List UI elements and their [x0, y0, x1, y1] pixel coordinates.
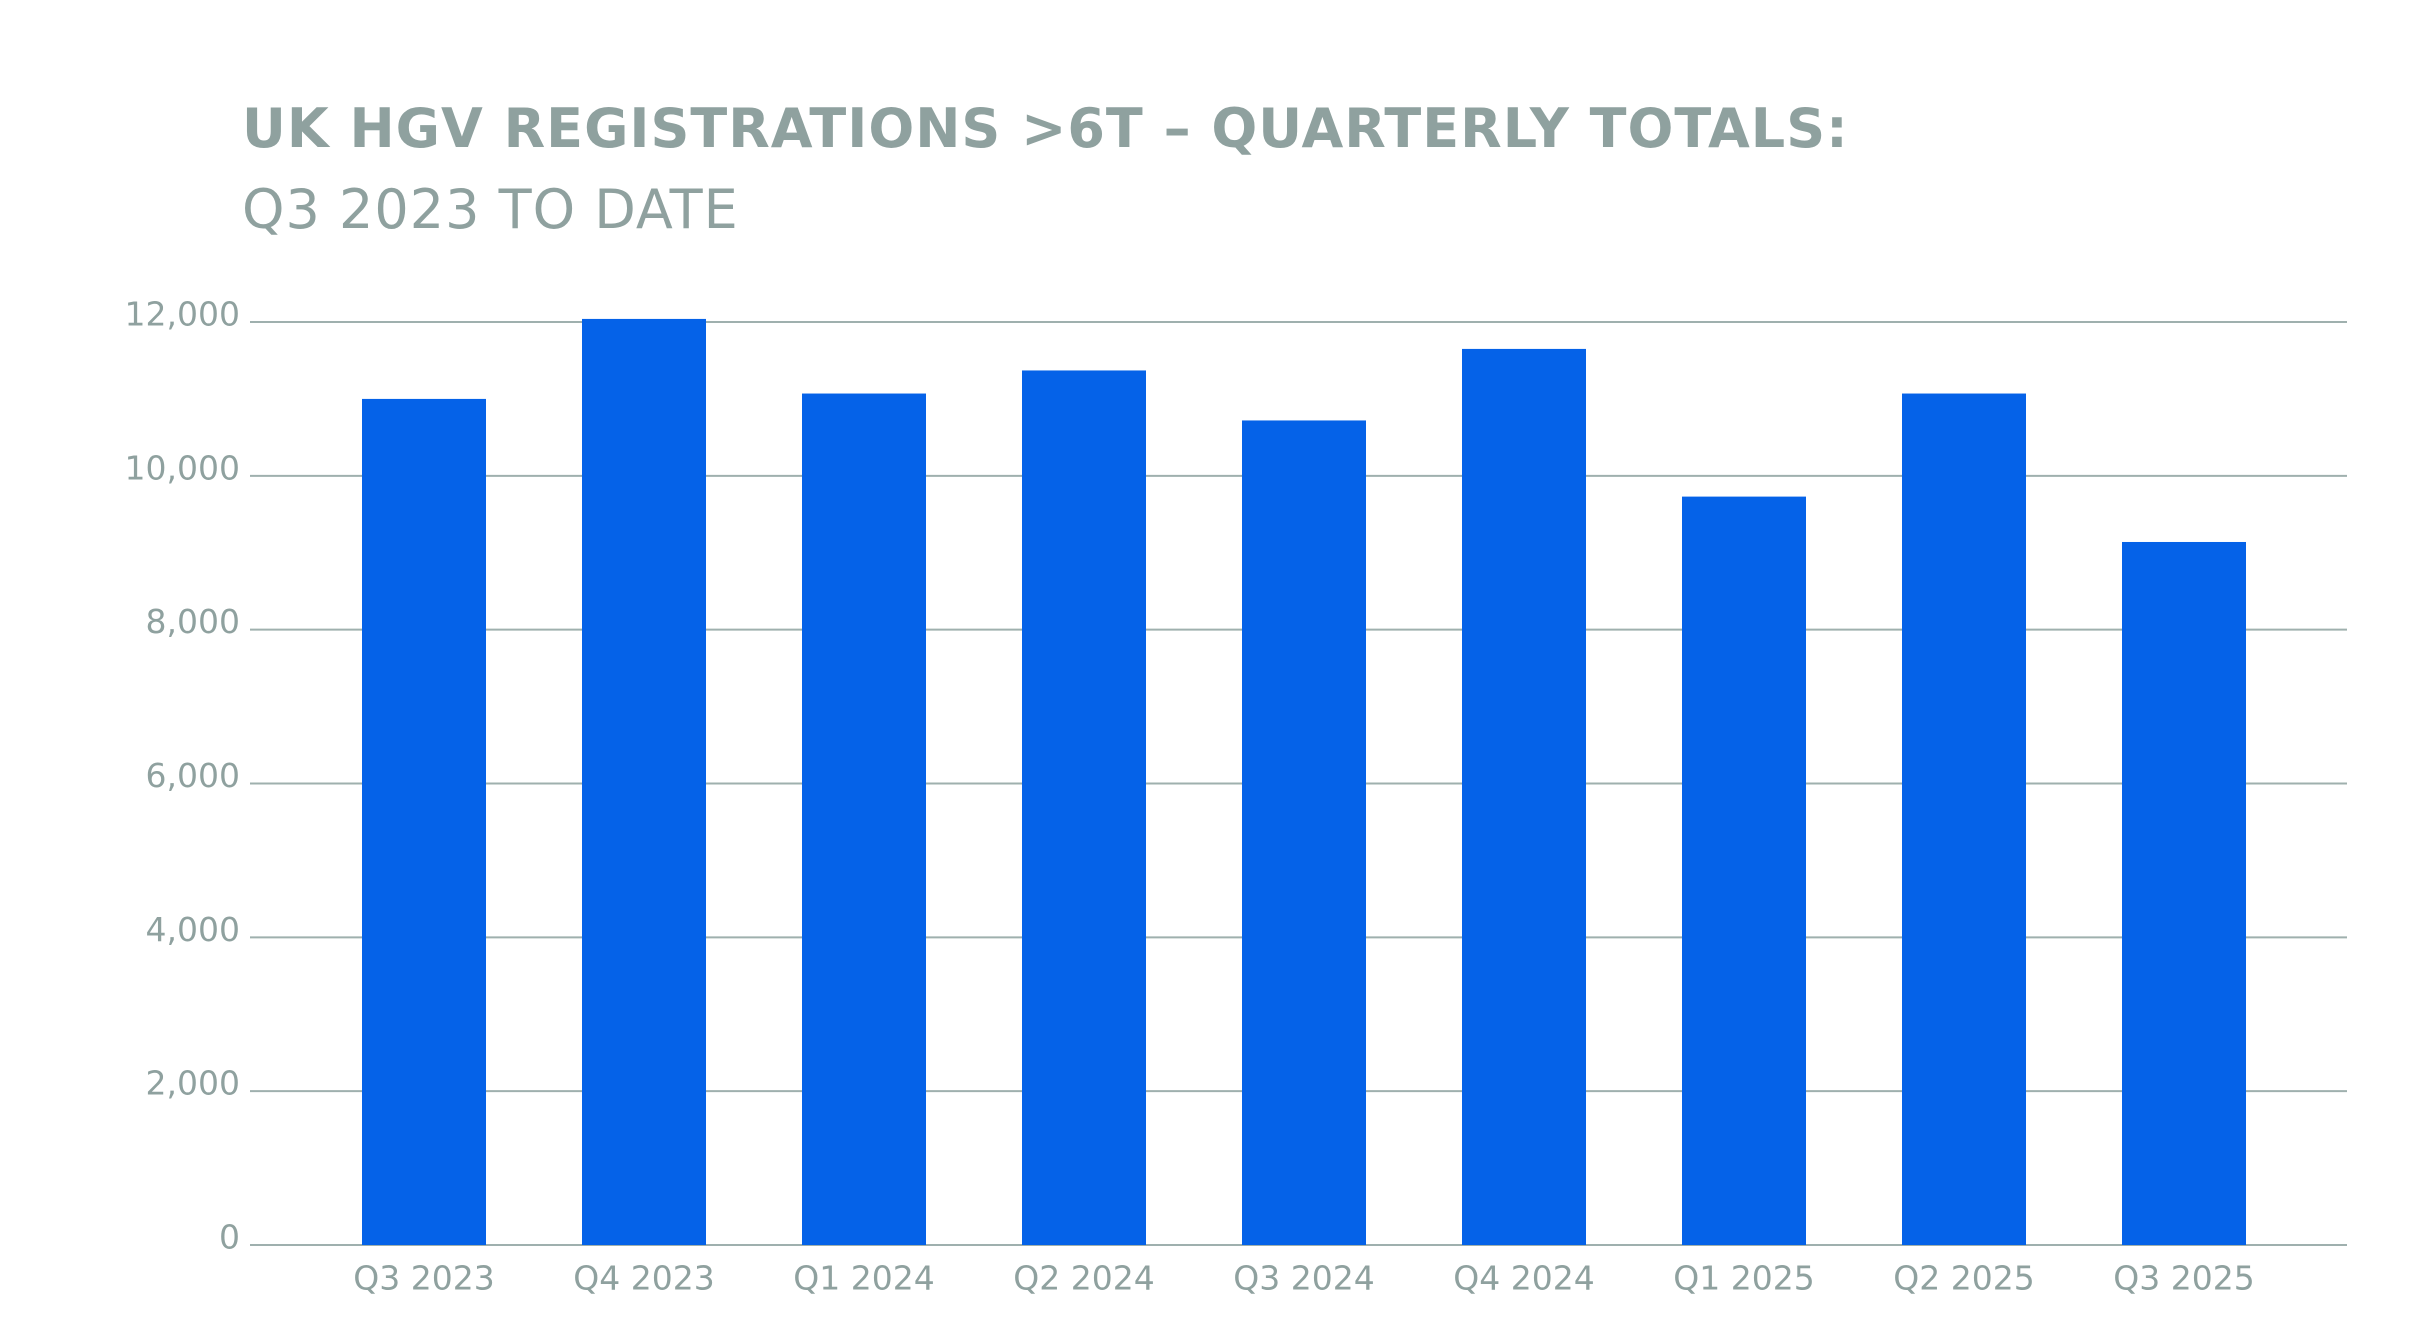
- chart-title: UK HGV REGISTRATIONS >6T – QUARTERLY TOT…: [242, 97, 1849, 160]
- bar: [802, 393, 926, 1246]
- x-tick-label: Q3 2024: [1233, 1259, 1374, 1298]
- y-tick-label: 6,000: [146, 756, 240, 795]
- y-tick-label: 2,000: [146, 1064, 240, 1103]
- bar: [1242, 420, 1366, 1245]
- bar: [1462, 348, 1586, 1245]
- y-tick-label: 10,000: [125, 448, 240, 487]
- y-tick-label: 12,000: [125, 295, 240, 334]
- x-tick-label: Q1 2024: [793, 1259, 934, 1298]
- x-tick-label: Q3 2025: [2113, 1259, 2254, 1298]
- bar: [1682, 496, 1806, 1245]
- bar: [362, 398, 486, 1246]
- chart-subtitle: Q3 2023 TO DATE: [242, 178, 739, 241]
- y-tick-label: 0: [219, 1218, 240, 1257]
- title-block: UK HGV REGISTRATIONS >6T – QUARTERLY TOT…: [242, 88, 1942, 250]
- bar: [582, 318, 706, 1245]
- y-tick-label: 4,000: [146, 910, 240, 949]
- x-tick-label: Q2 2025: [1893, 1259, 2034, 1298]
- x-tick-label: Q4 2024: [1453, 1259, 1594, 1298]
- x-tick-label: Q3 2023: [353, 1259, 494, 1298]
- x-tick-label: Q1 2025: [1673, 1259, 1814, 1298]
- x-tick-label: Q2 2024: [1013, 1259, 1154, 1298]
- x-tick-label: Q4 2023: [573, 1259, 714, 1298]
- bar: [2122, 541, 2246, 1245]
- y-tick-label: 8,000: [146, 602, 240, 641]
- bar: [1022, 370, 1146, 1245]
- bar: [1902, 393, 2026, 1246]
